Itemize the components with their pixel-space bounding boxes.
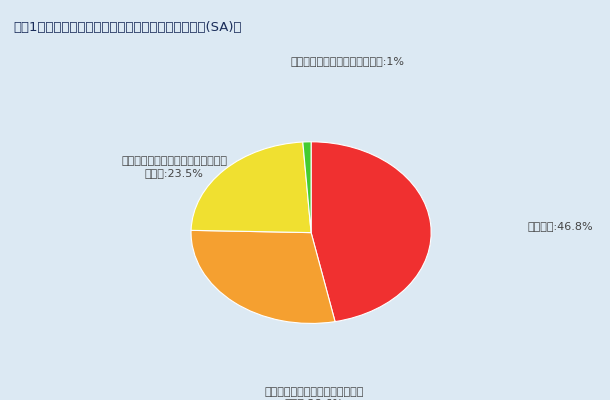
Wedge shape [303,142,311,233]
Text: 購入しておらず、今後購入する予定
もない:23.5%: 購入しておらず、今後購入する予定 もない:23.5% [121,156,228,178]
Text: 購入した:46.8%: 購入した:46.8% [528,221,594,231]
Wedge shape [311,142,431,322]
Text: エコポイントが何かわからない:1%: エコポイントが何かわからない:1% [291,56,405,66]
Wedge shape [191,230,335,324]
Text: 【図1、エコポイント対象製品を購入されましたか？(SA)】: 【図1、エコポイント対象製品を購入されましたか？(SA)】 [13,21,242,34]
Text: 購入していないが、今後購入予定
がある:28.6%: 購入していないが、今後購入予定 がある:28.6% [265,386,364,400]
Wedge shape [191,142,311,233]
